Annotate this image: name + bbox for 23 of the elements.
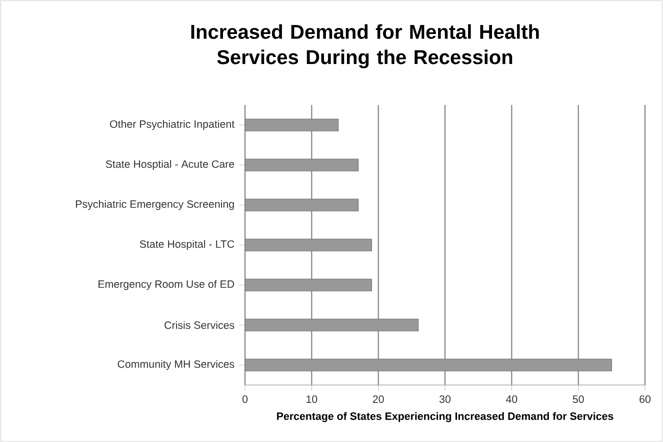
x-tick-label: 0 [242, 395, 248, 403]
bar [245, 318, 419, 332]
bar [245, 238, 372, 252]
x-tick-label: 20 [372, 395, 384, 403]
y-tick-label: Crisis Services [164, 321, 234, 329]
y-tick-label: Emergency Room Use of ED [98, 280, 234, 290]
y-tick-label: State Hospital - LTC [140, 240, 234, 250]
y-tick-label: Other Psychiatric Inpatient [110, 120, 234, 130]
chart-title: Increased Demand for Mental Health Services During the Recession [191, 24, 539, 68]
bar [245, 158, 359, 172]
x-axis-title: Percentage of States Experiencing Increased Demand for Services [277, 412, 614, 422]
y-tick-label: Psychiatric Emergency Screening [76, 200, 234, 210]
bar [245, 198, 359, 212]
bar [245, 118, 339, 132]
x-tick-label: 30 [439, 395, 451, 403]
bar [245, 358, 612, 372]
x-tick-label: 40 [506, 395, 518, 403]
y-tick-label: State Hosptial - Acute Care [106, 160, 234, 170]
bar [245, 278, 372, 292]
x-tick-label: 50 [572, 395, 584, 403]
y-tick-label: Community MH Services [118, 360, 234, 370]
x-tick-label: 60 [640, 395, 651, 403]
x-tick-label: 10 [306, 395, 318, 403]
